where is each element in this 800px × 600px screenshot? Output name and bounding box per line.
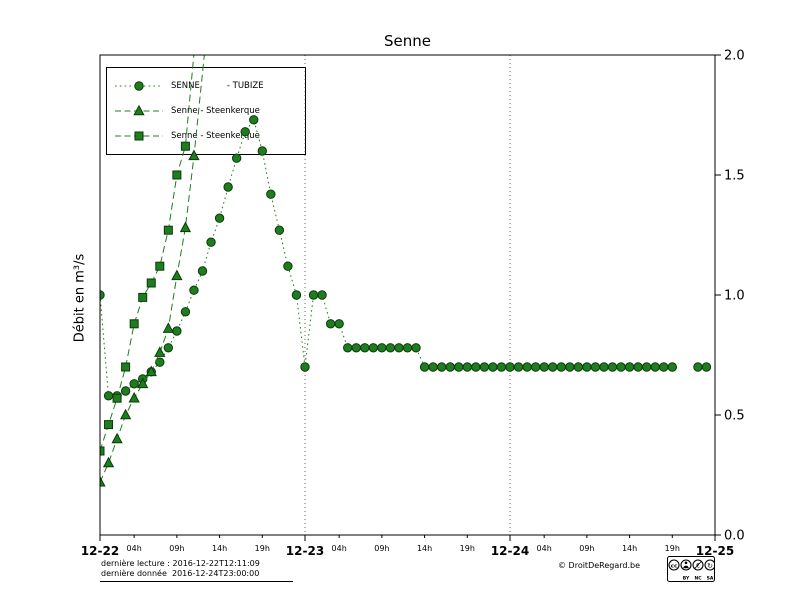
legend-marker-square-icon xyxy=(115,131,163,141)
x-minor-label: 19h xyxy=(255,544,270,553)
cc-label: NC xyxy=(694,576,702,582)
last-reading-text: dernière lecture : 2016-12-22T12:11:09 xyxy=(101,559,260,568)
legend-entry-tubize: SENNE - TUBIZE xyxy=(113,75,299,97)
series-markers-0 xyxy=(100,115,712,401)
x-minor-label: 09h xyxy=(374,544,389,553)
cc-label: BY xyxy=(683,576,690,582)
x-axis-minor-ticks: 04h 09h 14h 19h 04h 09h 14h 19h 04h 09h 14h 19h xyxy=(127,535,680,553)
x-major-label: 12-23 xyxy=(286,544,324,558)
x-minor-label: 14h xyxy=(212,544,227,553)
x-major-label: 12-24 xyxy=(491,544,529,558)
nc-euro-icon: € xyxy=(696,562,700,569)
by-person-icon xyxy=(684,561,688,565)
x-minor-label: 09h xyxy=(169,544,184,553)
x-minor-label: 19h xyxy=(460,544,475,553)
x-major-label: 12-22 xyxy=(81,544,119,558)
x-minor-label: 19h xyxy=(665,544,680,553)
y-axis-label: Débit en m³/s xyxy=(72,253,88,343)
legend-marker-triangle-icon xyxy=(115,104,163,116)
legend-label: Senne - Steenkerque xyxy=(171,131,260,142)
footer-rule xyxy=(100,581,293,582)
gridlines xyxy=(304,55,511,535)
chart-title: Senne xyxy=(384,32,431,50)
x-minor-label: 04h xyxy=(127,544,142,553)
y-axis-ticks: 0.0 0.5 1.0 1.5 2.0 xyxy=(715,49,745,544)
x-minor-label: 14h xyxy=(417,544,432,553)
cc-icon: cc xyxy=(671,563,678,569)
x-minor-label: 09h xyxy=(579,544,594,553)
legend-entry-steenkerque-1: Senne - Steenkerque xyxy=(113,100,299,122)
legend-entry-steenkerque-2: Senne - Steenkerque xyxy=(113,125,299,147)
y-tick-label: 0.5 xyxy=(724,409,745,424)
x-axis-major-ticks: 12-22 12-23 12-24 12-25 xyxy=(81,535,734,558)
y-tick-label: 1.0 xyxy=(724,289,745,304)
cc-license-badge: cc € ↻ BY NC SA xyxy=(667,556,715,582)
legend: SENNE - TUBIZE Senne - Steenkerque Senne… xyxy=(106,67,306,155)
legend-label: Senne - Steenkerque xyxy=(171,105,260,116)
legend-label: SENNE - TUBIZE xyxy=(171,80,264,91)
series-line-0 xyxy=(100,118,707,397)
last-data-text: dernière donnée 2016-12-24T23:00:00 xyxy=(101,569,260,578)
cc-label: SA xyxy=(707,576,714,582)
y-tick-label: 1.5 xyxy=(724,169,745,184)
x-minor-label: 14h xyxy=(622,544,637,553)
copyright-text: © DroitDeRegard.be xyxy=(558,561,641,570)
y-tick-label: 2.0 xyxy=(724,49,745,64)
y-tick-label: 0.0 xyxy=(724,529,745,544)
sa-arrow-icon: ↻ xyxy=(707,562,713,570)
legend-marker-circle-icon xyxy=(115,80,163,91)
x-minor-label: 04h xyxy=(332,544,347,553)
x-minor-label: 04h xyxy=(537,544,552,553)
